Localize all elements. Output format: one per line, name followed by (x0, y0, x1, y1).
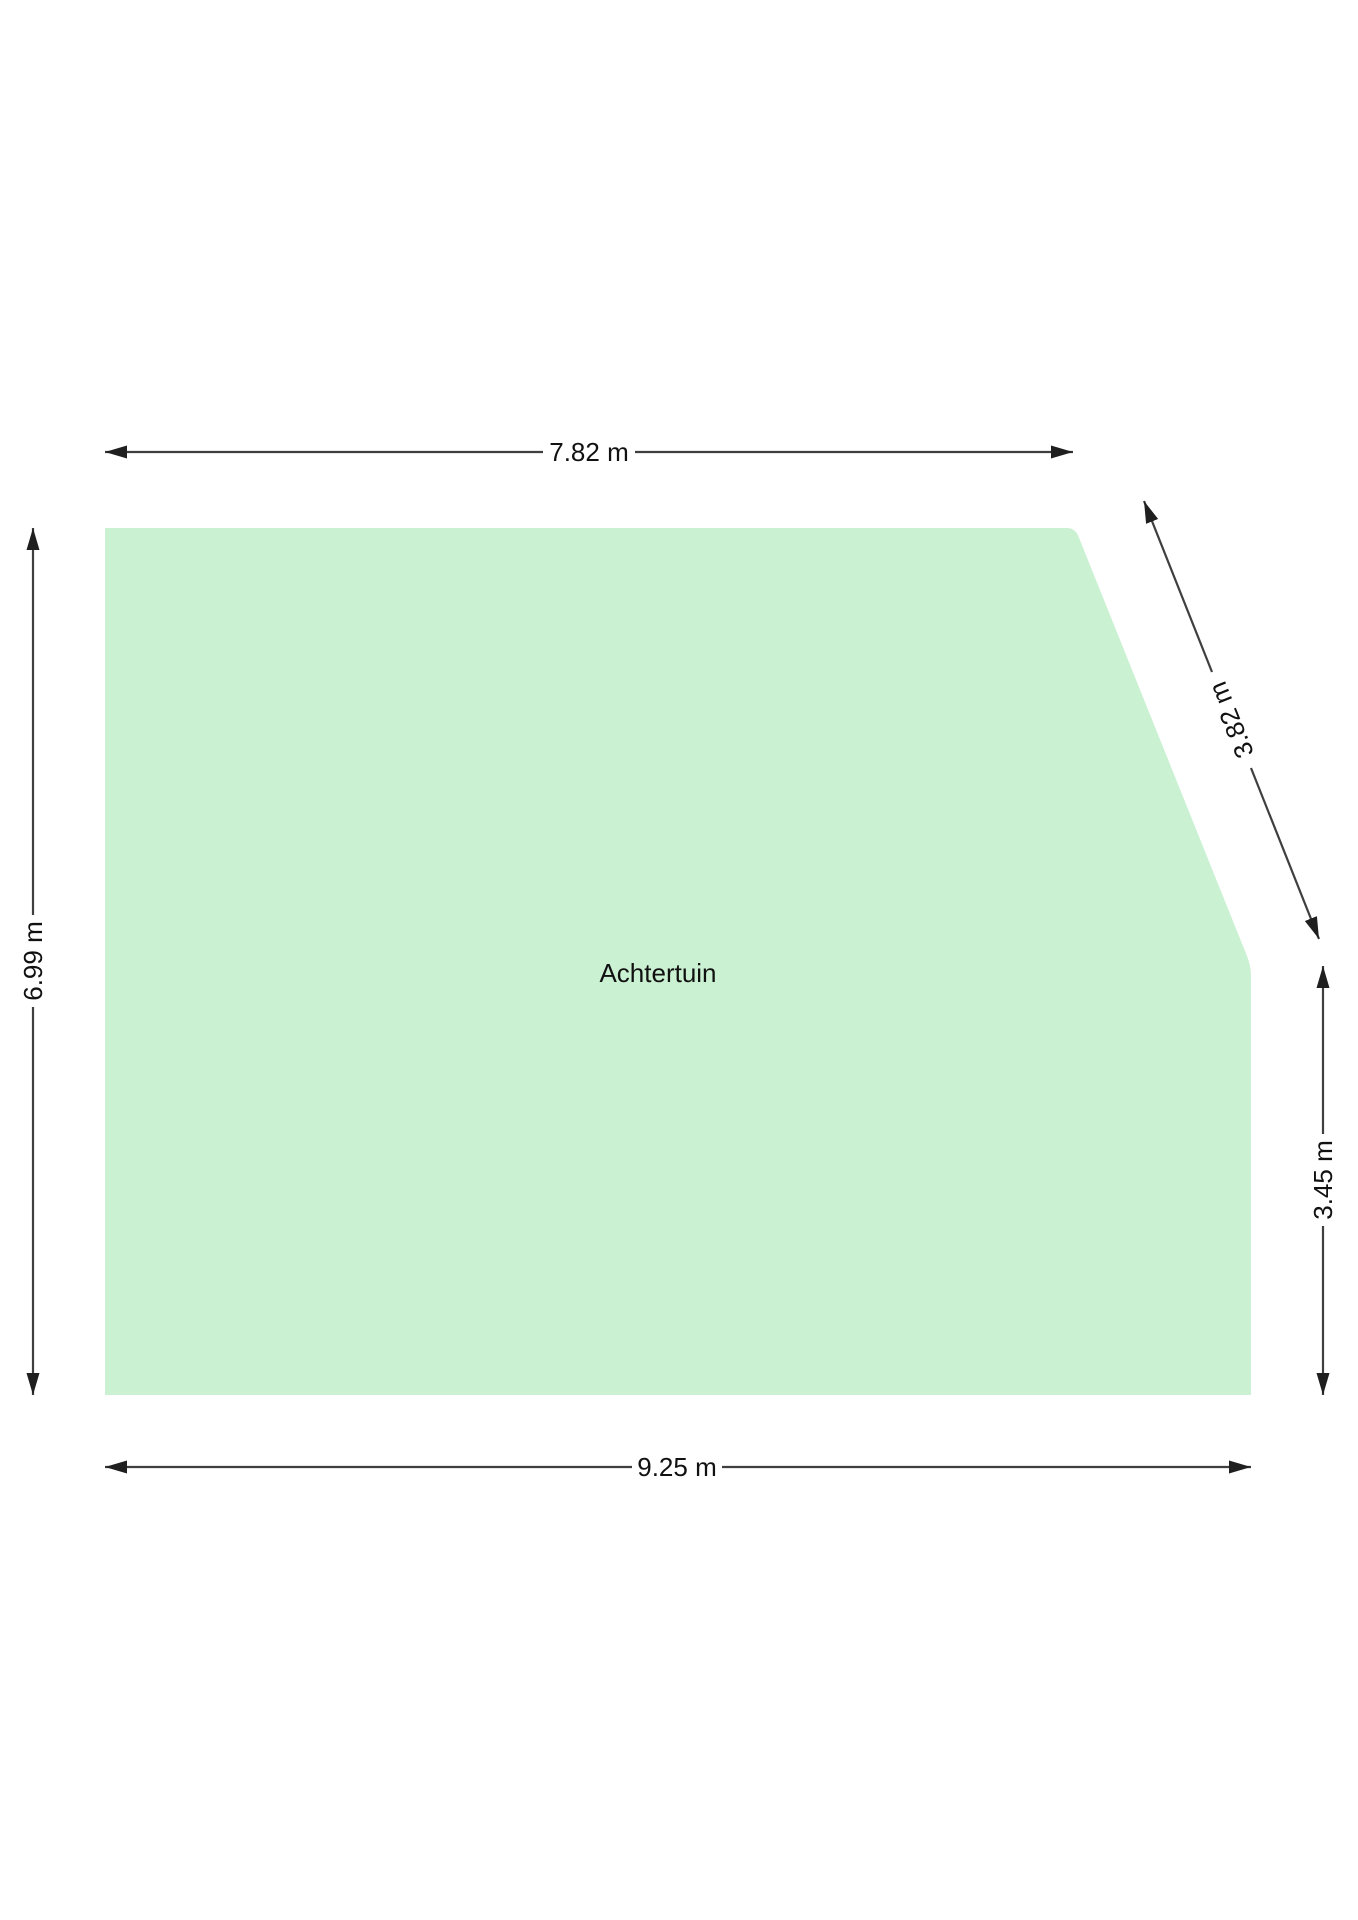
dimension-left: 6.99 m (18, 528, 48, 1395)
dimension-label-diagonal: 3.82 m (1202, 678, 1260, 763)
dimension-label-bottom: 9.25 m (637, 1452, 717, 1482)
dimension-bottom: 9.25 m (105, 1452, 1251, 1482)
dimension-right: 3.45 m (1308, 966, 1338, 1395)
dimension-label-left: 6.99 m (18, 921, 48, 1001)
dimension-label-right: 3.45 m (1308, 1140, 1338, 1220)
dimension-top: 7.82 m (105, 437, 1073, 467)
garden-area-shape (105, 528, 1251, 1395)
dimension-line-diagonal-bottom (1249, 767, 1321, 940)
dimension-line-diagonal-top (1142, 500, 1214, 673)
dimension-label-top: 7.82 m (549, 437, 629, 467)
room-label: Achtertuin (599, 958, 716, 988)
